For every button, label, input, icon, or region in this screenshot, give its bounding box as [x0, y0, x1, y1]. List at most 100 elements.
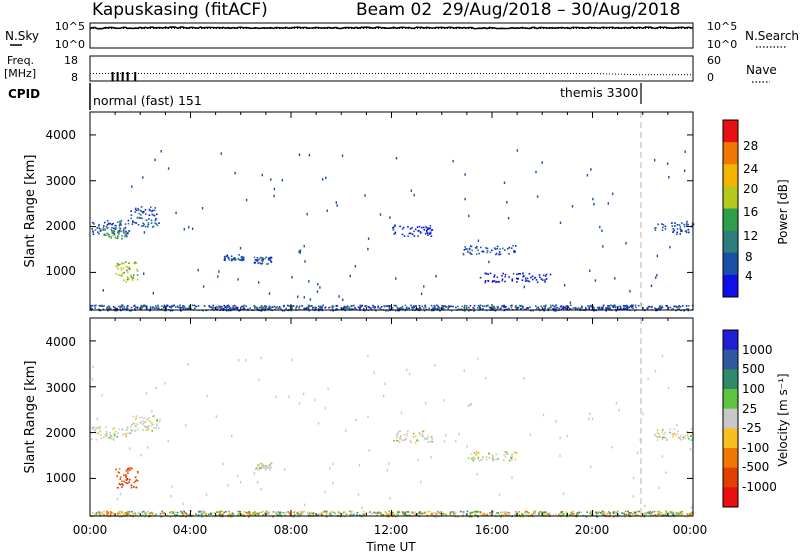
scatter-cell: [291, 305, 294, 308]
scatter-cell: [648, 512, 651, 514]
scatter-cell: [192, 514, 194, 516]
colorbar-swatch-6: [723, 252, 738, 276]
scatter-cell: [488, 452, 490, 455]
scatter-cell: [97, 231, 99, 234]
scatter-cell: [227, 257, 230, 259]
scatter-cell: [565, 511, 568, 513]
scatter-cell: [481, 512, 484, 515]
scatter-cell: [496, 248, 499, 250]
scatter-cell: [428, 510, 431, 513]
scatter-cell: [325, 513, 328, 516]
scatter-cell: [142, 222, 144, 225]
scatter-cell: [417, 458, 419, 462]
scatter-cell: [160, 515, 162, 518]
scatter-cell: [652, 511, 655, 513]
scatter-cell: [536, 195, 539, 198]
scatter-cell: [436, 304, 438, 307]
scatter-cell: [157, 305, 159, 308]
scatter-cell: [540, 305, 542, 308]
scatter-cell: [666, 513, 668, 516]
scatter-cell: [95, 439, 98, 441]
scatter-cell: [367, 354, 369, 358]
scatter-cell: [326, 510, 328, 513]
scatter-cell: [248, 512, 250, 515]
scatter-cell: [396, 435, 399, 438]
scatter-cell: [444, 305, 446, 307]
scatter-cell: [224, 258, 226, 261]
scatter-cell: [320, 306, 323, 309]
scatter-cell: [140, 209, 142, 212]
scatter-cell: [470, 511, 473, 514]
scatter-cell: [152, 415, 155, 417]
scatter-cell: [590, 168, 592, 171]
scatter-cell: [144, 512, 146, 514]
scatter-cell: [127, 271, 129, 273]
scatter-cell: [224, 306, 226, 308]
scatter-cell: [479, 276, 482, 279]
scatter-cell: [685, 225, 688, 227]
scatter-cell: [593, 203, 595, 206]
scatter-cell: [497, 307, 499, 309]
scatter-cell: [300, 513, 302, 515]
scatter-cell: [576, 308, 579, 310]
scatter-cell: [679, 233, 681, 235]
scatter-cell: [132, 415, 134, 418]
scatter-cell: [680, 439, 682, 441]
scatter-cell: [674, 432, 676, 435]
scatter-cell: [689, 512, 692, 515]
scatter-cell: [400, 307, 402, 310]
scatter-cell: [477, 304, 480, 307]
scatter-cell: [457, 305, 459, 308]
scatter-cell: [120, 219, 123, 222]
scatter-cell: [233, 257, 236, 259]
scatter-cell: [135, 479, 138, 481]
scatter-cell: [256, 464, 259, 467]
scatter-cell: [131, 223, 134, 225]
velocity-ytick-4000: 4000: [45, 335, 76, 349]
scatter-cell: [532, 309, 534, 312]
scatter-cell: [535, 308, 538, 310]
scatter-cell: [354, 265, 357, 268]
scatter-cell: [656, 436, 659, 438]
scatter-cell: [492, 307, 495, 310]
scatter-cell: [629, 290, 631, 293]
scatter-cell: [99, 430, 102, 433]
scatter-cell: [229, 308, 232, 310]
scatter-cell: [460, 510, 462, 513]
scatter-cell: [265, 510, 268, 513]
scatter-cell: [452, 512, 455, 514]
scatter-cell: [645, 512, 647, 514]
scatter-cell: [437, 512, 440, 514]
scatter-cell: [126, 269, 128, 272]
scatter-cell: [260, 262, 262, 265]
scatter-cell: [282, 511, 284, 514]
scatter-cell: [131, 424, 133, 426]
scatter-cell: [448, 305, 451, 308]
scatter-cell: [665, 305, 667, 307]
scatter-cell: [388, 307, 391, 309]
scatter-cell: [156, 224, 159, 227]
scatter-cell: [109, 433, 111, 436]
scatter-cell: [431, 438, 434, 440]
scatter-cell: [161, 510, 163, 513]
scatter-cell: [119, 227, 122, 230]
scatter-cell: [126, 511, 129, 513]
scatter-cell: [516, 281, 518, 283]
scatter-cell: [260, 488, 262, 491]
scatter-cell: [413, 230, 415, 233]
scatter-cell: [531, 275, 534, 278]
scatter-cell: [445, 434, 447, 437]
scatter-cell: [156, 420, 158, 422]
scatter-cell: [363, 513, 366, 515]
scatter-cell: [471, 249, 473, 252]
scatter-cell: [482, 305, 484, 307]
scatter-cell: [654, 433, 656, 436]
scatter-cell: [523, 285, 525, 289]
scatter-cell: [155, 223, 158, 225]
scatter-cell: [228, 510, 230, 513]
scatter-cell: [123, 279, 125, 281]
scatter-cell: [652, 514, 654, 517]
scatter-cell: [358, 463, 361, 467]
scatter-cell: [134, 211, 137, 213]
scatter-cell: [111, 223, 113, 226]
